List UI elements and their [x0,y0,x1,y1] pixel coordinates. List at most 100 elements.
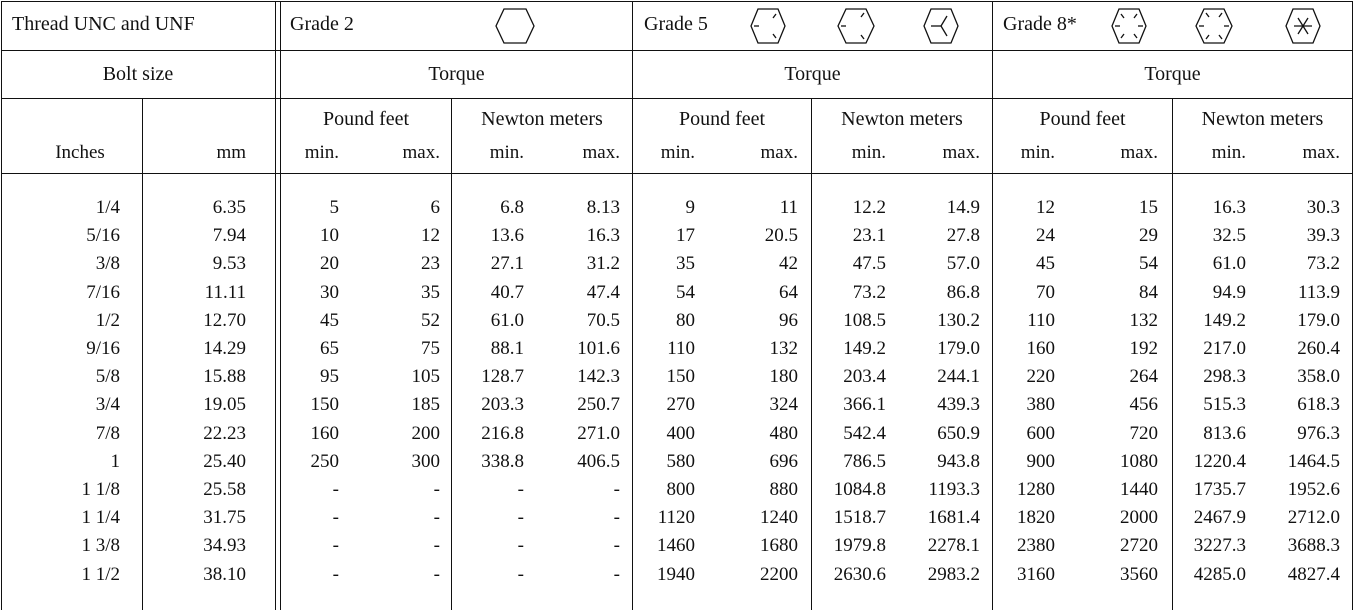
cell-inches: 1 1/2 [81,564,120,585]
cell-g5-pf-min: 35 [676,253,695,274]
cell-g5-nm-max: 130.2 [937,310,980,331]
g8-nm-min-header: min. [1211,142,1246,163]
cell-g5-nm-min: 73.2 [852,282,886,303]
cell-g5-nm-max: 2983.2 [927,564,980,585]
cell-mm: 25.58 [203,479,246,500]
cell-g2-nm-min: 203.3 [481,394,524,415]
table-top-border [1,1,1353,2]
cell-g2-nm-max: 271.0 [577,423,620,444]
cell-g8-pf-min: 1820 [1017,507,1055,528]
hex-asterisk-icon [1285,8,1321,44]
cell-g5-pf-min: 800 [666,479,696,500]
hex-three-inner-lines-icon [923,8,959,44]
cell-g5-pf-min: 1940 [657,564,695,585]
cell-g2-nm-max: 31.2 [586,253,620,274]
cell-g2-nm-max: - [613,479,620,500]
cell-g8-nm-max: 113.9 [1297,282,1340,303]
cell-inches: 1 3/8 [81,535,120,556]
cell-g5-pf-max: 20.5 [764,225,798,246]
cell-inches: 5/16 [86,225,120,246]
cell-g5-pf-min: 17 [676,225,695,246]
bolt-torque-double-rule-a [275,1,276,610]
cell-g8-pf-min: 45 [1036,253,1055,274]
cell-g8-nm-min: 217.0 [1203,338,1246,359]
cell-g5-pf-min: 54 [676,282,695,303]
cell-inches: 1/2 [95,310,120,331]
cell-inches: 3/8 [95,253,120,274]
cell-g2-nm-min: 6.8 [500,197,524,218]
cell-g8-pf-min: 900 [1026,451,1056,472]
g5-nm-min-header: min. [851,142,886,163]
grade8-pound-feet-header: Pound feet [1039,108,1126,130]
cell-inches: 1 1/8 [81,479,120,500]
cell-mm: 7.94 [212,225,246,246]
cell-g8-pf-max: 132 [1129,310,1159,331]
cell-g2-nm-max: 70.5 [586,310,620,331]
cell-g2-pf-max: 300 [411,451,441,472]
cell-g5-pf-min: 110 [667,338,695,359]
cell-g5-nm-max: 244.1 [937,366,980,387]
table-right-border [1352,1,1353,610]
cell-g5-pf-max: 180 [769,366,799,387]
cell-g2-pf-min: 150 [310,394,340,415]
g5-nm-max-header: max. [942,142,980,163]
cell-g2-nm-min: - [517,479,524,500]
cell-g2-nm-max: 142.3 [577,366,620,387]
hex-six-corner-marks-icon [1195,8,1233,44]
grade5-title: Grade 5 [644,13,708,35]
cell-g8-nm-max: 2712.0 [1287,507,1340,528]
grade2-torque-header: Torque [428,63,485,85]
g8-nm-max-header: max. [1302,142,1340,163]
cell-mm: 6.35 [212,197,246,218]
cell-g2-pf-max: 52 [421,310,440,331]
cell-g2-pf-max: 200 [411,423,441,444]
cell-inches: 7/8 [95,423,120,444]
cell-inches: 1 1/4 [81,507,120,528]
inches-mm-divider [142,99,143,610]
thread-title: Thread UNC and UNF [12,13,195,35]
g8-pf-max-header: max. [1120,142,1158,163]
g8-pf-min-header: min. [1020,142,1055,163]
cell-g8-nm-max: 358.0 [1297,366,1340,387]
cell-g2-pf-max: 75 [421,338,440,359]
cell-g2-nm-max: - [613,535,620,556]
cell-g8-nm-max: 3688.3 [1287,535,1340,556]
cell-g8-pf-max: 2720 [1120,535,1158,556]
hex-three-radial-marks-icon [750,8,786,44]
cell-g8-pf-min: 3160 [1017,564,1055,585]
cell-g5-nm-min: 47.5 [852,253,886,274]
cell-g2-pf-min: 95 [320,366,339,387]
cell-g8-pf-max: 2000 [1120,507,1158,528]
cell-g8-nm-min: 1220.4 [1193,451,1246,472]
hex-plain-icon [495,8,535,44]
cell-g5-nm-min: 786.5 [843,451,886,472]
cell-g5-nm-min: 2630.6 [833,564,886,585]
cell-mm: 12.70 [203,310,246,331]
cell-g8-pf-max: 15 [1139,197,1158,218]
cell-g2-nm-min: 128.7 [481,366,524,387]
grade2-pound-feet-header: Pound feet [322,108,410,130]
cell-g8-pf-min: 220 [1026,366,1056,387]
cell-mm: 11.11 [204,282,246,303]
cell-g8-nm-max: 30.3 [1306,197,1340,218]
cell-g2-nm-max: 16.3 [586,225,620,246]
cell-g5-pf-max: 42 [779,253,798,274]
mm-header: mm [216,142,246,163]
grade2-grade5-divider [632,1,633,610]
cell-g2-pf-max: - [433,564,440,585]
cell-g2-nm-max: - [613,564,620,585]
cell-g2-pf-max: 105 [411,366,441,387]
cell-inches: 3/4 [95,394,120,415]
cell-mm: 34.93 [203,535,246,556]
cell-g5-pf-max: 2200 [760,564,798,585]
cell-g8-pf-max: 1440 [1120,479,1158,500]
cell-g5-pf-max: 64 [779,282,798,303]
bolt-torque-double-rule-b [280,1,281,610]
cell-g5-nm-max: 650.9 [937,423,980,444]
cell-g8-pf-max: 456 [1129,394,1159,415]
grade8-unit-divider [1172,99,1173,610]
g5-pf-min-header: min. [660,142,695,163]
cell-g8-pf-max: 29 [1139,225,1158,246]
cell-g5-nm-min: 23.1 [852,225,886,246]
grade2-title: Grade 2 [290,13,354,35]
